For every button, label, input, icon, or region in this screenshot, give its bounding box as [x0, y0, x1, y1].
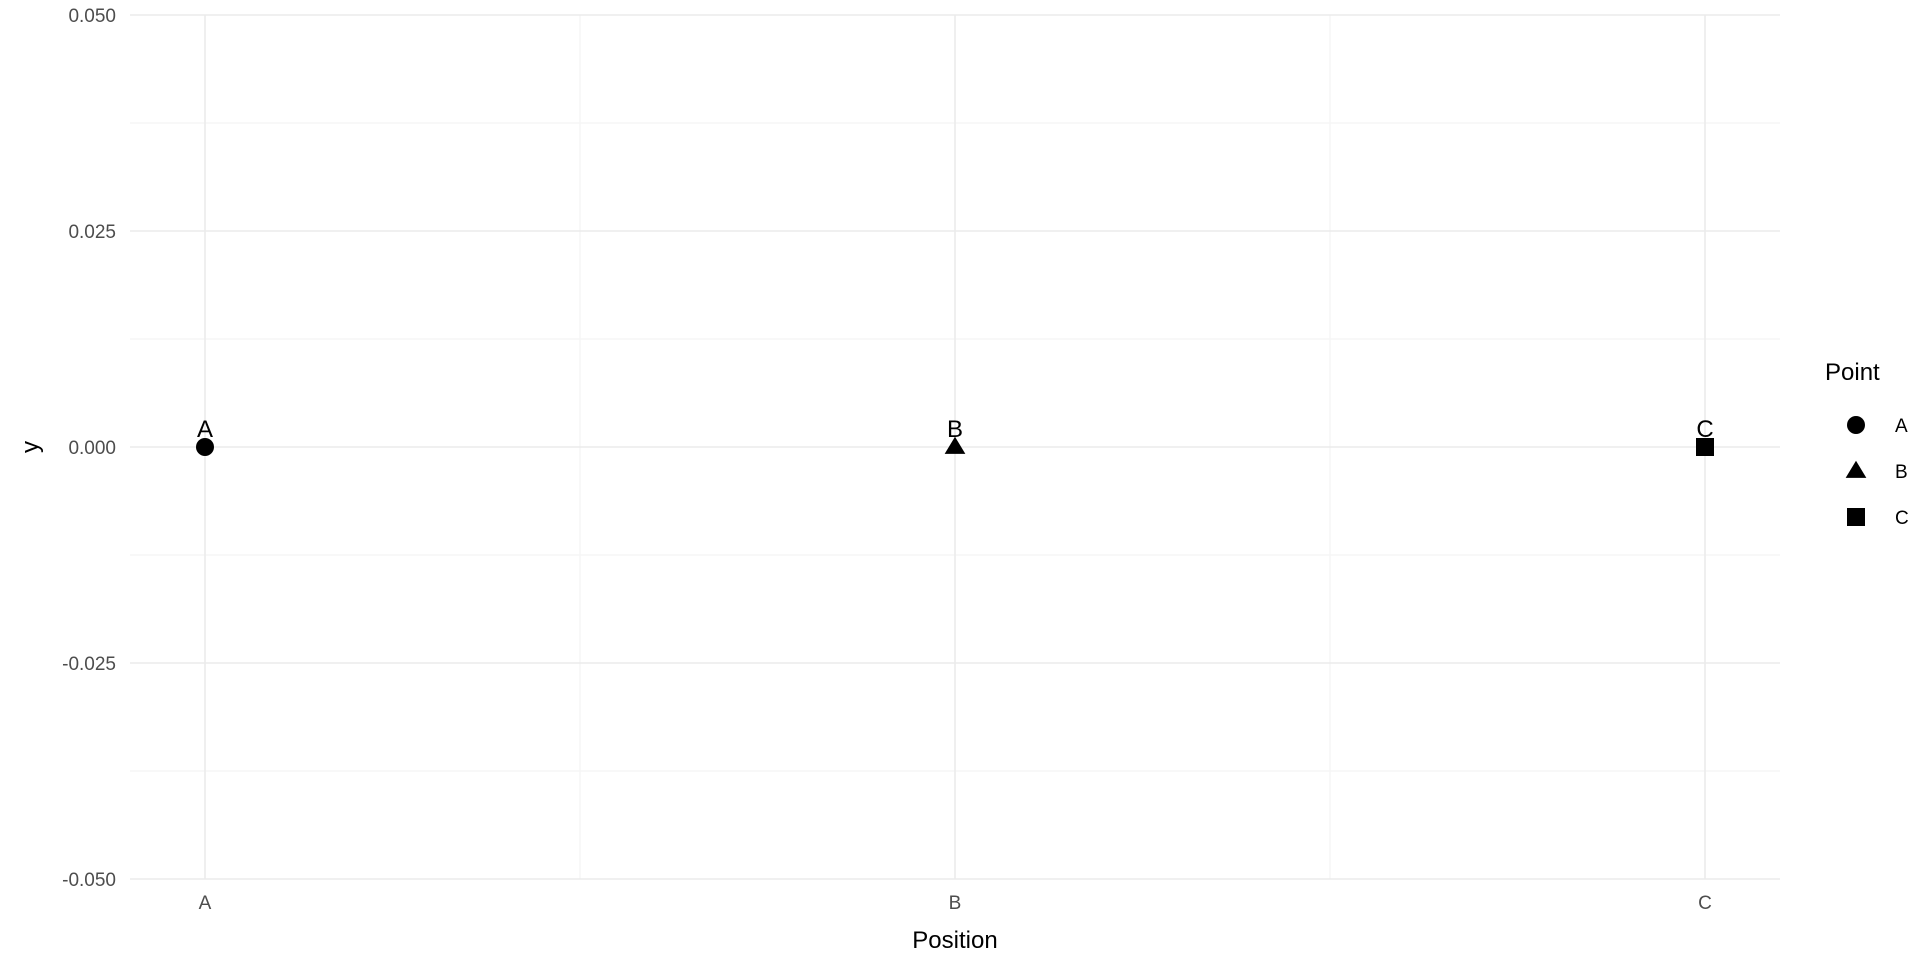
y-axis-ticks: -0.050 -0.025 0.000 0.025 0.050	[62, 6, 116, 891]
point-label: C	[1696, 416, 1713, 443]
legend-key-b	[1845, 460, 1867, 478]
legend-label: C	[1895, 508, 1909, 529]
y-tick-label: 0.000	[68, 438, 116, 459]
x-axis-title: Position	[912, 927, 997, 954]
legend: Point A B C	[1825, 359, 1909, 529]
legend-label: A	[1895, 416, 1908, 437]
y-tick-label: 0.050	[68, 6, 116, 27]
x-tick-label: C	[1698, 893, 1712, 914]
x-axis-ticks: A B C	[199, 893, 1712, 914]
legend-key-c	[1847, 508, 1865, 526]
legend-key-a	[1847, 416, 1865, 434]
legend-entries: A B C	[1845, 416, 1909, 529]
data-points	[196, 436, 1714, 456]
point-labels: A B C	[197, 416, 1714, 443]
point-label: A	[197, 416, 213, 443]
legend-title: Point	[1825, 359, 1880, 386]
point-label: B	[947, 416, 963, 443]
data-point-c	[1696, 438, 1714, 456]
x-tick-label: A	[199, 893, 212, 914]
x-tick-label: B	[949, 893, 962, 914]
data-point-b	[944, 436, 966, 454]
y-tick-label: -0.025	[62, 654, 116, 675]
y-tick-label: -0.050	[62, 870, 116, 891]
legend-label: B	[1895, 462, 1908, 483]
y-tick-label: 0.025	[68, 222, 116, 243]
y-axis-title: y	[17, 441, 44, 453]
data-point-a	[196, 438, 214, 456]
